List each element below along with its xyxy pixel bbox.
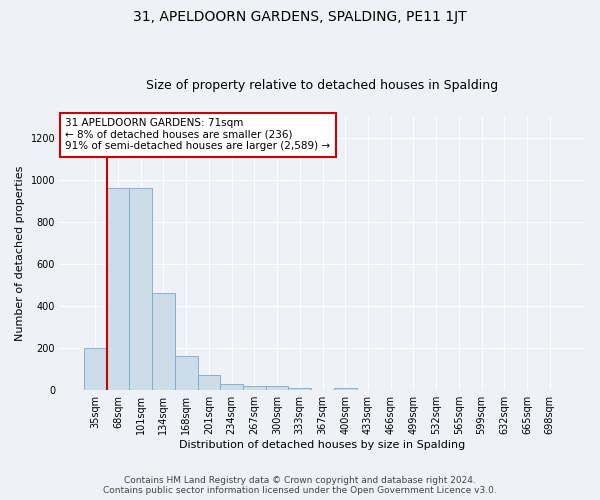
X-axis label: Distribution of detached houses by size in Spalding: Distribution of detached houses by size … [179,440,466,450]
Bar [243,386,266,390]
Title: Size of property relative to detached houses in Spalding: Size of property relative to detached ho… [146,79,499,92]
Bar [220,384,243,390]
Bar [107,188,130,390]
Y-axis label: Number of detached properties: Number of detached properties [15,166,25,341]
Text: 31 APELDOORN GARDENS: 71sqm
← 8% of detached houses are smaller (236)
91% of sem: 31 APELDOORN GARDENS: 71sqm ← 8% of deta… [65,118,331,152]
Bar [266,386,289,390]
Bar [334,388,356,390]
Text: 31, APELDOORN GARDENS, SPALDING, PE11 1JT: 31, APELDOORN GARDENS, SPALDING, PE11 1J… [133,10,467,24]
Bar [197,376,220,390]
Bar [289,388,311,390]
Bar [130,188,152,390]
Text: Contains HM Land Registry data © Crown copyright and database right 2024.
Contai: Contains HM Land Registry data © Crown c… [103,476,497,495]
Bar [152,294,175,390]
Bar [84,348,107,390]
Bar [175,356,197,390]
